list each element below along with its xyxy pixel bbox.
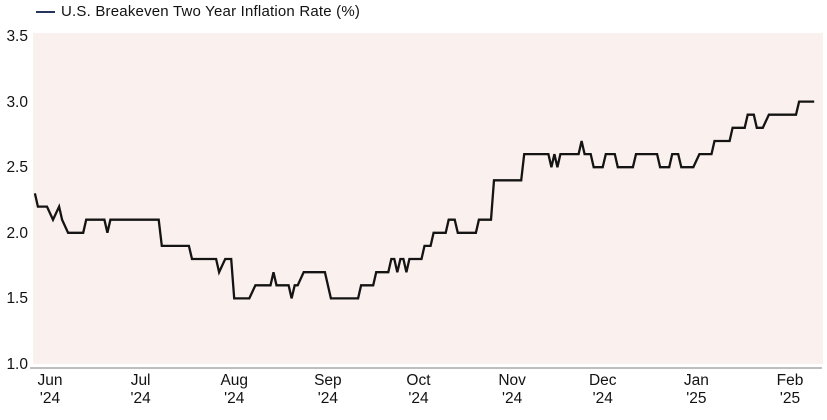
x-tick-year: '25 <box>686 390 707 407</box>
y-tick-label: 2.5 <box>6 159 28 177</box>
x-tick-year: '24 <box>408 390 429 407</box>
x-tick-month: Jun <box>37 372 63 389</box>
x-tick-label: Nov '24 <box>482 372 542 408</box>
x-tick-year: '24 <box>224 390 245 407</box>
x-tick-year: '24 <box>502 390 523 407</box>
y-tick-label: 3.5 <box>6 28 28 45</box>
x-tick-year: '24 <box>39 390 61 407</box>
x-tick-month: Jul <box>130 372 151 389</box>
x-tick-label: Jun '24 <box>20 372 80 408</box>
y-tick-label: 1.5 <box>6 290 28 308</box>
x-tick-label: Aug '24 <box>204 372 264 408</box>
x-tick-label: Oct '24 <box>388 372 448 408</box>
x-tick-year: '24 <box>130 390 151 407</box>
chart-legend: U.S. Breakeven Two Year Inflation Rate (… <box>36 3 360 20</box>
x-tick-year: '24 <box>592 390 613 407</box>
x-tick-label: Jul '24 <box>111 372 171 408</box>
x-tick-month: Feb <box>776 372 804 389</box>
y-tick-label: 3.0 <box>6 93 28 111</box>
x-tick-month: Jan <box>683 372 709 389</box>
legend-series-label: U.S. Breakeven Two Year Inflation Rate (… <box>61 3 361 20</box>
x-tick-year: '24 <box>317 390 338 407</box>
y-tick-label: 2.0 <box>6 224 28 242</box>
x-tick-month: Aug <box>220 372 249 389</box>
x-tick-month: Dec <box>588 372 617 389</box>
x-tick-label: Feb '25 <box>760 372 820 408</box>
plot-area <box>33 33 823 364</box>
x-tick-label: Jan '25 <box>666 372 726 408</box>
x-tick-month: Nov <box>498 372 526 389</box>
y-tick-label: 1.0 <box>6 356 28 373</box>
x-tick-year: '25 <box>779 390 801 407</box>
legend-line-swatch <box>36 10 55 13</box>
x-tick-label: Sep '24 <box>298 372 358 408</box>
x-tick-month: Oct <box>406 372 431 389</box>
x-tick-label: Dec '24 <box>573 372 633 408</box>
series-line <box>33 100 815 300</box>
x-tick-month: Sep <box>314 372 342 389</box>
